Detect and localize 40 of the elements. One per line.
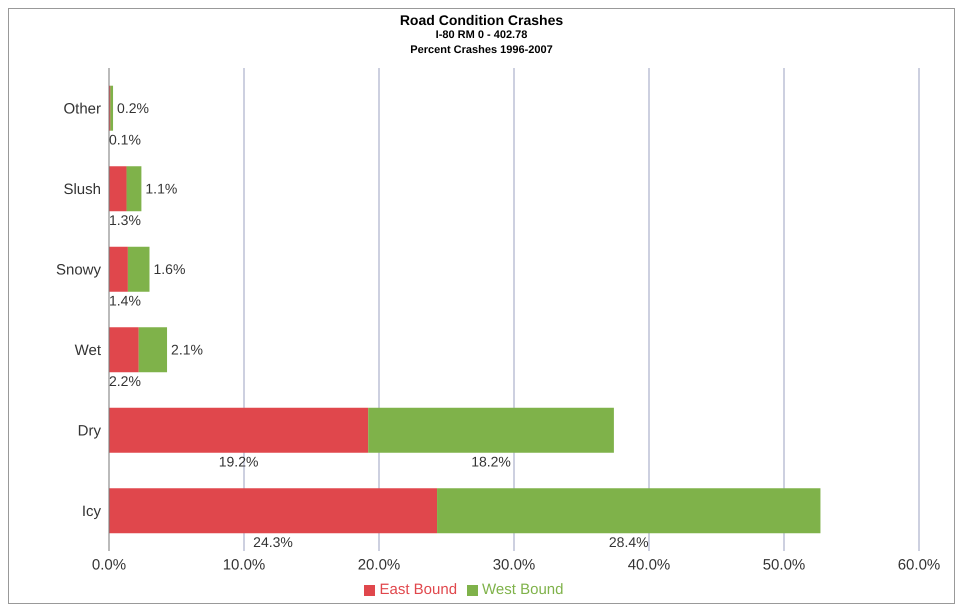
data-label: 1.3% (109, 212, 141, 228)
chart-title: Road Condition Crashes (398, 12, 564, 28)
bar (109, 327, 139, 372)
data-label: 18.2% (471, 454, 511, 470)
data-label: 28.4% (608, 534, 649, 550)
y-tick-label: Slush (63, 181, 101, 198)
y-tick-label: Icy (82, 503, 102, 520)
data-label: 2.2% (109, 373, 141, 390)
y-tick-label: Snowy (56, 262, 102, 279)
x-tick-label: 20.0% (358, 556, 400, 574)
data-label: 0.2% (117, 100, 149, 116)
y-tick-label: Other (63, 100, 102, 118)
bar (109, 246, 128, 292)
bar (109, 166, 127, 212)
data-label: 1.1% (145, 180, 178, 197)
bar (109, 488, 438, 534)
x-tick-label: 50.0% (762, 556, 806, 574)
bar (138, 327, 168, 372)
data-label: 2.1% (171, 342, 203, 358)
bar (437, 488, 820, 534)
x-tick-label: 0.0% (92, 556, 126, 574)
bar (128, 246, 150, 292)
legend-label: East Bound (379, 581, 458, 598)
data-label: 24.3% (253, 534, 293, 550)
x-tick-label: 40.0% (628, 556, 670, 574)
x-tick-label: 30.0% (492, 556, 536, 574)
data-label: 1.4% (109, 292, 141, 309)
legend-label: West Bound (482, 581, 564, 598)
data-label: 19.2% (218, 454, 258, 470)
data-label: 1.6% (154, 261, 186, 278)
chart-subtitle: I-80 RM 0 - 402.78 Percent Crashes 1996-2007 (409, 28, 554, 58)
data-label: 0.1% (109, 132, 141, 148)
y-tick-label: Dry (78, 422, 102, 440)
x-tick-label: 10.0% (222, 556, 266, 574)
y-tick-label: Wet (74, 342, 102, 360)
bar (109, 408, 368, 453)
x-tick-label: 60.0% (898, 556, 940, 574)
bar (110, 86, 114, 131)
bar (368, 408, 614, 453)
bar (126, 166, 142, 212)
